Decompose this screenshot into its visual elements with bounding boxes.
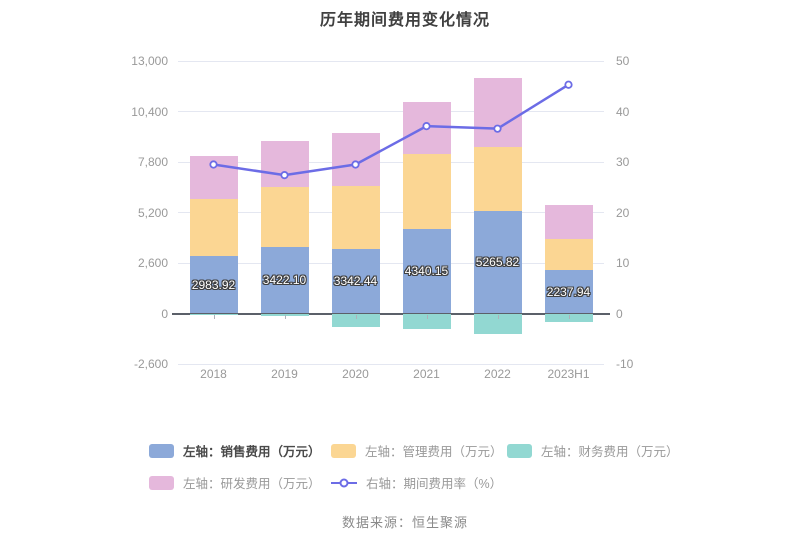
y-axis-label-right: 0 (616, 306, 623, 321)
bar-value-label: 3422.10 (262, 273, 307, 288)
legend-label: 左轴：销售费用（万元） (183, 445, 321, 459)
legend-label: 右轴：期间费用率（%） (366, 477, 503, 491)
bar-segment[interactable] (260, 186, 309, 248)
x-axis-label: 2023H1 (547, 367, 590, 381)
legend-item-admin-expense[interactable]: 左轴：管理费用（万元） (331, 441, 507, 460)
legend-item-sales-expense[interactable]: 左轴：销售费用（万元） (149, 441, 331, 460)
x-axis-tick-icon (284, 315, 286, 319)
sales-expense-swatch-icon (149, 443, 174, 458)
bar-segment[interactable] (331, 313, 380, 328)
gridline (178, 60, 604, 62)
y-axis-label-left: 13,000 (131, 54, 168, 68)
y-axis-label-right: 20 (616, 205, 630, 220)
line-marker-icon (331, 478, 357, 487)
y-axis-label-right: 30 (616, 155, 630, 169)
x-axis-tick-icon (426, 315, 428, 319)
chart-legend: 左轴：销售费用（万元） 左轴：管理费用（万元） 左轴：财务费用（万元） 左轴：研… (149, 441, 679, 492)
y-axis-label-left: 0 (161, 306, 168, 321)
bar-value-label: 4340.15 (404, 264, 449, 279)
bar-value-label: 2983.92 (191, 277, 236, 292)
rate-line-marker[interactable] (564, 80, 573, 89)
gridline (178, 161, 604, 163)
legend-item-finance-expense[interactable]: 左轴：财务费用（万元） (507, 441, 679, 460)
bar-segment[interactable] (189, 199, 238, 256)
y-axis-label-left: 10,400 (131, 104, 168, 119)
x-axis-tick-icon (568, 315, 570, 319)
bar-value-label: 3342.44 (333, 274, 378, 289)
y-axis-label-right: -10 (616, 357, 634, 371)
gridline (172, 312, 610, 315)
legend-label: 左轴：财务费用（万元） (541, 445, 679, 459)
y-axis-label-right: 40 (616, 104, 630, 119)
legend-item-expense-ratio[interactable]: 右轴：期间费用率（%） (331, 473, 507, 492)
bar-segment[interactable] (331, 186, 380, 249)
bar-segment[interactable] (189, 255, 238, 314)
y-axis-label-right: 50 (616, 54, 630, 68)
bar-segment[interactable] (473, 146, 522, 212)
bar-segment[interactable] (544, 270, 593, 314)
x-axis-label: 2022 (484, 367, 511, 381)
bar-segment[interactable] (402, 101, 451, 155)
x-axis-label: 2018 (200, 367, 227, 381)
bar-segment[interactable] (402, 154, 451, 230)
gridline (178, 363, 604, 365)
x-axis-tick-icon (355, 315, 357, 319)
legend-label: 左轴：管理费用（万元） (365, 445, 503, 459)
bar-segment[interactable] (402, 313, 451, 330)
x-axis-label: 2020 (342, 367, 369, 381)
x-axis-tick-icon (213, 315, 215, 319)
x-axis-label: 2019 (271, 367, 298, 381)
bar-value-label: 5265.82 (475, 255, 520, 270)
bar-segment[interactable] (189, 313, 238, 315)
gridline (178, 262, 604, 264)
x-axis-label: 2021 (413, 367, 440, 381)
y-axis-label-right: 10 (616, 256, 630, 270)
finance-expense-swatch-icon (507, 443, 532, 458)
x-axis-tick-icon (497, 315, 499, 319)
bar-segment[interactable] (331, 133, 380, 187)
bar-segment[interactable] (260, 247, 309, 314)
y-axis-label-left: -2,600 (133, 357, 168, 371)
legend-label: 左轴：研发费用（万元） (183, 477, 321, 491)
bar-segment[interactable] (544, 238, 593, 271)
gridline (178, 111, 604, 112)
bar-segment[interactable] (473, 77, 522, 147)
bar-segment[interactable] (331, 248, 380, 314)
bar-segment[interactable] (473, 313, 522, 334)
admin-expense-swatch-icon (331, 443, 356, 458)
bar-value-label: 2237.94 (546, 284, 591, 299)
y-axis-label-left: 2,600 (137, 256, 168, 270)
bar-segment[interactable] (189, 155, 238, 200)
bar-segment[interactable] (544, 205, 593, 239)
bar-segment[interactable] (260, 313, 309, 317)
data-source: 数据来源：恒生聚源 (341, 515, 468, 530)
bar-segment[interactable] (473, 211, 522, 314)
bar-segment[interactable] (402, 229, 451, 314)
bar-segment[interactable] (260, 140, 309, 187)
gridline (178, 212, 604, 213)
chart-title: 历年期间费用变化情况 (319, 12, 490, 29)
rd-expense-swatch-icon (149, 475, 174, 490)
legend-item-rd-expense[interactable]: 左轴：研发费用（万元） (149, 473, 331, 492)
y-axis-label-left: 5,200 (137, 205, 168, 220)
y-axis-label-left: 7,800 (137, 155, 168, 169)
